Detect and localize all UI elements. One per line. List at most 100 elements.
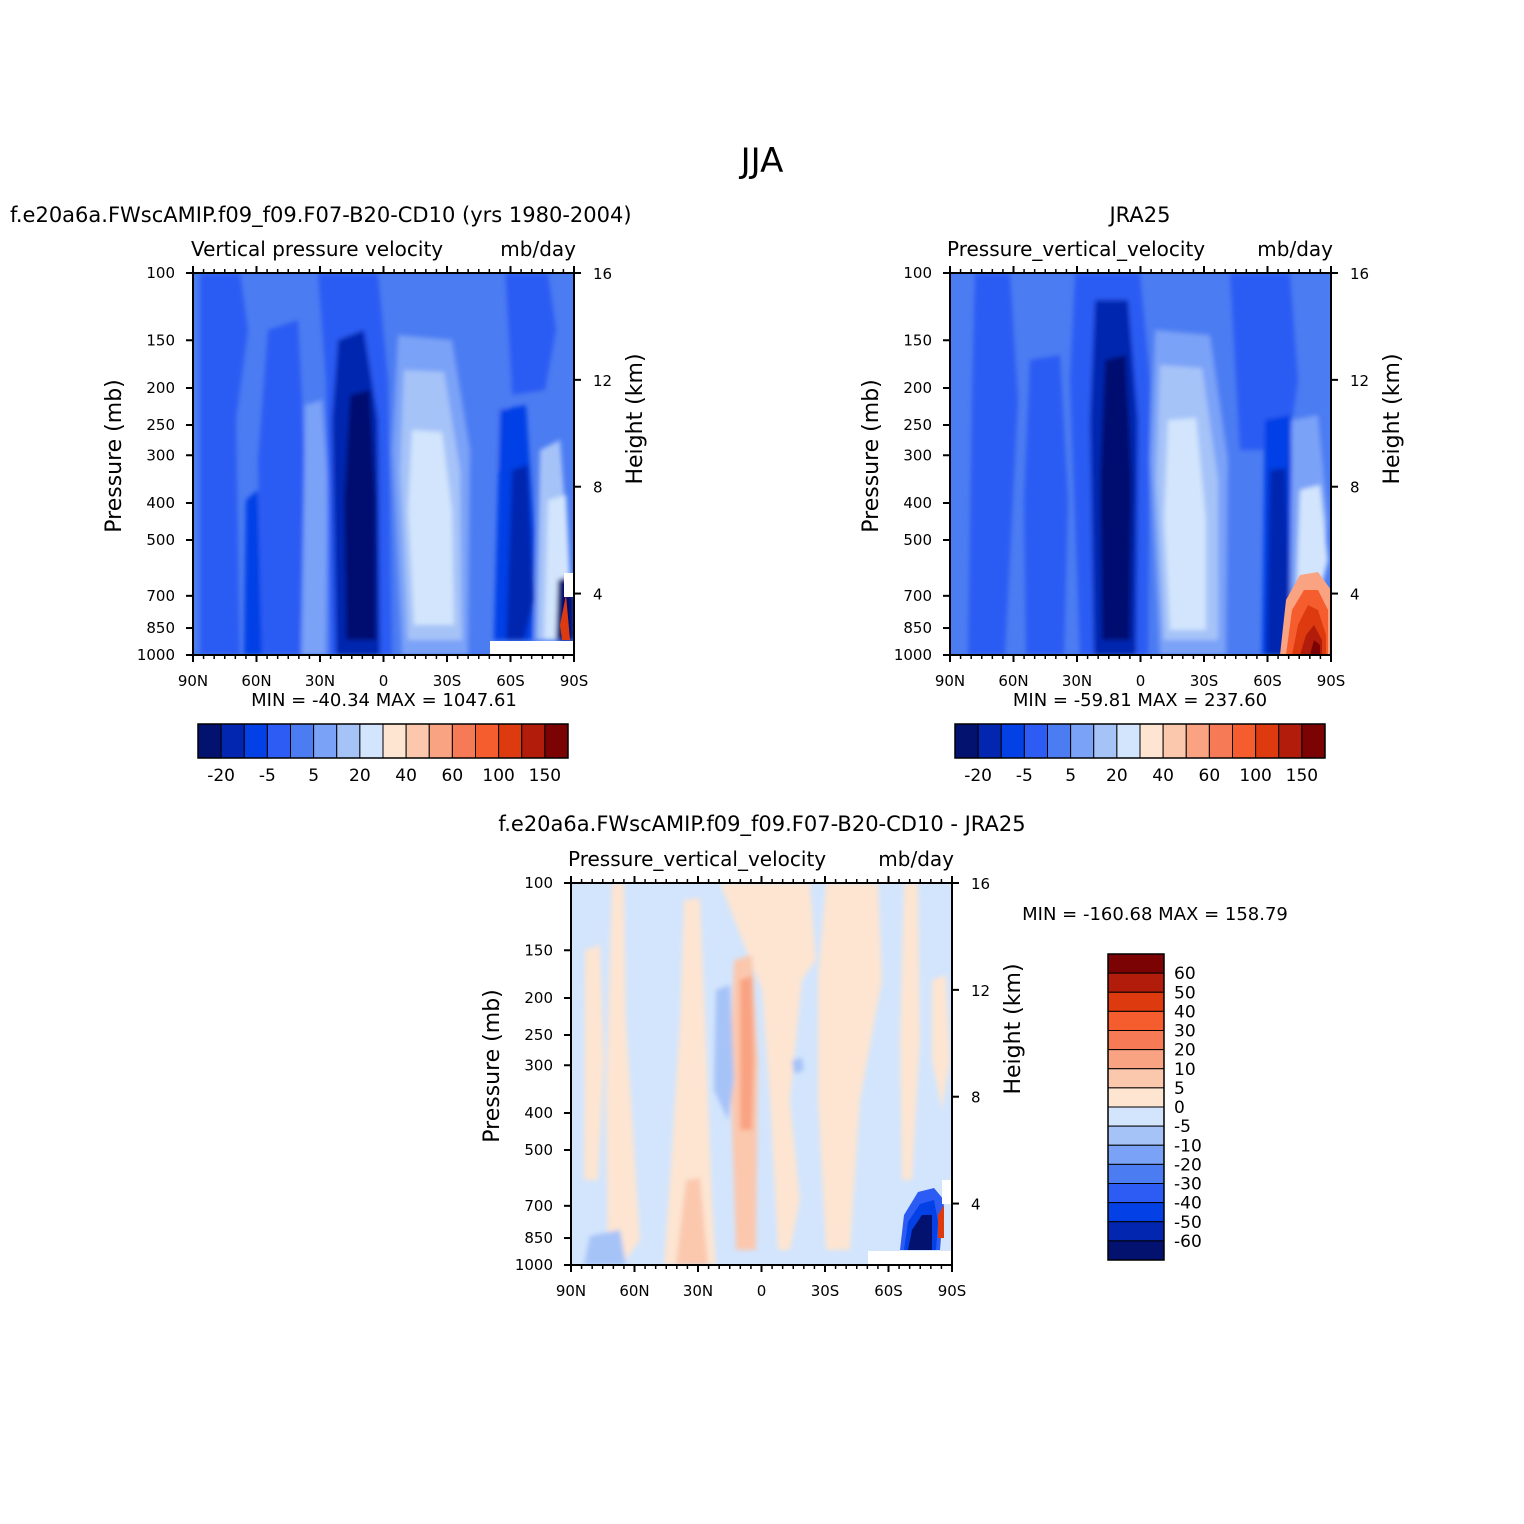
- y-tick-label: 1000: [515, 1256, 553, 1274]
- panel-diff-field: [571, 883, 952, 1265]
- y-tick-label: 400: [524, 1104, 553, 1122]
- x-tick-label: 0: [1136, 672, 1146, 690]
- panel-model-case-title: f.e20a6a.FWscAMIP.f09_f09.F07-B20-CD10 (…: [10, 203, 632, 228]
- y-tick-label: 250: [146, 416, 175, 434]
- colorbar-label: 150: [529, 766, 561, 786]
- colorbar-swatch: [1232, 723, 1257, 759]
- colorbar-swatch: [313, 723, 338, 759]
- x-tick-label: 60S: [496, 672, 525, 690]
- colorbar-swatch: [1107, 1010, 1165, 1031]
- y-tick-label: 500: [146, 531, 175, 549]
- y2-tick-label: 8: [593, 479, 603, 497]
- panel-obs-case-title: JRA25: [1107, 203, 1170, 227]
- colorbar-label: 0: [1174, 1098, 1185, 1118]
- y-axis-label: Pressure (mb): [480, 989, 505, 1143]
- colorbar-label: 40: [1152, 766, 1174, 786]
- y-tick-label: 1000: [137, 646, 175, 664]
- x-tick-label: 90S: [938, 1282, 967, 1300]
- colorbar-label: 60: [1174, 964, 1196, 984]
- x-tick-label: 60S: [1253, 672, 1282, 690]
- y-tick-label: 500: [903, 531, 932, 549]
- colorbar-swatch: [359, 723, 384, 759]
- panel-model-stats: MIN = -40.34 MAX = 1047.61: [251, 690, 517, 711]
- y-tick-label: 150: [524, 941, 553, 959]
- colorbar-label: 5: [308, 766, 319, 786]
- y-tick-label: 300: [903, 446, 932, 464]
- colorbar-label: 20: [1106, 766, 1128, 786]
- colorbar-swatch: [498, 723, 523, 759]
- x-tick-label: 30N: [305, 672, 335, 690]
- panel-diff-case-title: f.e20a6a.FWscAMIP.f09_f09.F07-B20-CD10 -…: [498, 812, 1025, 837]
- y-tick-label: 300: [524, 1056, 553, 1074]
- colorbar-swatch: [1162, 723, 1187, 759]
- y2-tick-label: 8: [1350, 479, 1360, 497]
- colorbar-swatch: [1139, 723, 1164, 759]
- colorbar-swatch: [1107, 1049, 1165, 1070]
- colorbar-swatch: [1255, 723, 1280, 759]
- colorbar-swatch: [544, 723, 569, 759]
- panel-obs-axes: 90N 60N 30N 0 30S 60S 90S 100 150 200 250 300 400 500…: [859, 264, 1405, 690]
- y2-tick-label: 12: [1350, 372, 1369, 390]
- colorbar-frame: [1107, 953, 1165, 1261]
- x-tick-label: 30N: [1062, 672, 1092, 690]
- colorbar-label: 60: [442, 766, 464, 786]
- colorbar-swatch: [1107, 1030, 1165, 1051]
- y-tick-label: 150: [146, 331, 175, 349]
- colorbar-label: 10: [1174, 1060, 1196, 1080]
- panel-obs-colorbar: -20 -5 5 20 40 60 100 150: [954, 723, 1326, 786]
- panel-obs-units: mb/day: [1257, 237, 1333, 261]
- y-tick-label: 700: [903, 587, 932, 605]
- x-tick-label: 60N: [619, 1282, 649, 1300]
- colorbar-label: 100: [1239, 766, 1271, 786]
- x-tick-label: 90N: [178, 672, 208, 690]
- y2-tick-label: 16: [1350, 265, 1369, 283]
- x-tick-label: 60N: [998, 672, 1028, 690]
- y-tick-label: 200: [903, 379, 932, 397]
- y-tick-label: 150: [903, 331, 932, 349]
- colorbar-label: 100: [482, 766, 514, 786]
- panel-model-field: [193, 273, 574, 655]
- colorbar-swatch: [1107, 1068, 1165, 1089]
- colorbar-swatch: [243, 723, 268, 759]
- colorbar-swatch: [1107, 953, 1165, 974]
- colorbar-swatch: [451, 723, 476, 759]
- colorbar-label: 60: [1199, 766, 1221, 786]
- x-tick-label: 30N: [683, 1282, 713, 1300]
- colorbar-label: -20: [964, 766, 992, 786]
- panel-model-colorbar: -20 -5 5 20 40 60 100 150: [197, 723, 569, 786]
- colorbar-swatch: [1093, 723, 1118, 759]
- y-tick-label: 100: [903, 264, 932, 282]
- y-tick-label: 200: [524, 989, 553, 1007]
- y-tick-label: 250: [903, 416, 932, 434]
- colorbar-swatch: [1070, 723, 1095, 759]
- y-tick-label: 700: [146, 587, 175, 605]
- colorbar-label: -20: [207, 766, 235, 786]
- colorbar-label: -40: [1174, 1194, 1202, 1214]
- y-tick-label: 250: [524, 1026, 553, 1044]
- colorbar-swatch: [1301, 723, 1326, 759]
- panel-obs-field: [950, 273, 1331, 655]
- y2-axis-label: Height (km): [1380, 353, 1405, 484]
- colorbar-swatch: [1116, 723, 1141, 759]
- y-tick-label: 400: [146, 494, 175, 512]
- colorbar-label: -10: [1174, 1136, 1202, 1156]
- colorbar-label: 20: [1174, 1041, 1196, 1061]
- panel-obs: JRA25 Pressure_vertical_velocity mb/day: [859, 203, 1405, 786]
- colorbar-swatch: [954, 723, 979, 759]
- colorbar-swatch: [1107, 1163, 1165, 1184]
- y2-tick-label: 16: [971, 875, 990, 893]
- colorbar-label: 5: [1065, 766, 1076, 786]
- colorbar-label: 50: [1174, 983, 1196, 1003]
- y-tick-label: 850: [903, 619, 932, 637]
- x-tick-label: 0: [757, 1282, 767, 1300]
- panel-model: f.e20a6a.FWscAMIP.f09_f09.F07-B20-CD10 (…: [10, 203, 648, 786]
- y2-axis-label: Height (km): [1001, 963, 1026, 1094]
- colorbar-swatch: [1107, 1106, 1165, 1127]
- colorbar-swatch: [428, 723, 453, 759]
- y-tick-label: 400: [903, 494, 932, 512]
- panel-model-var-label: Vertical pressure velocity: [191, 237, 443, 261]
- x-tick-label: 30S: [1190, 672, 1219, 690]
- panel-diff-axes: 90N 60N 30N 0 30S 60S 90S 100 150 200 250 300 400 500…: [480, 874, 1026, 1300]
- colorbar-label: 150: [1286, 766, 1318, 786]
